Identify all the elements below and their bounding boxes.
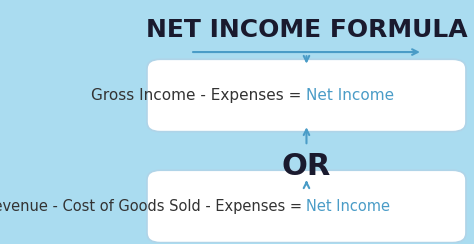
Text: NET INCOME FORMULA: NET INCOME FORMULA	[146, 18, 467, 42]
Text: Net Income: Net Income	[307, 199, 391, 214]
FancyBboxPatch shape	[147, 59, 466, 132]
Text: Net Income: Net Income	[307, 88, 394, 103]
Text: Revenue - Cost of Goods Sold - Expenses =: Revenue - Cost of Goods Sold - Expenses …	[0, 199, 307, 214]
Text: OR: OR	[282, 152, 331, 181]
FancyBboxPatch shape	[147, 170, 466, 243]
Text: Gross Income - Expenses =: Gross Income - Expenses =	[91, 88, 307, 103]
